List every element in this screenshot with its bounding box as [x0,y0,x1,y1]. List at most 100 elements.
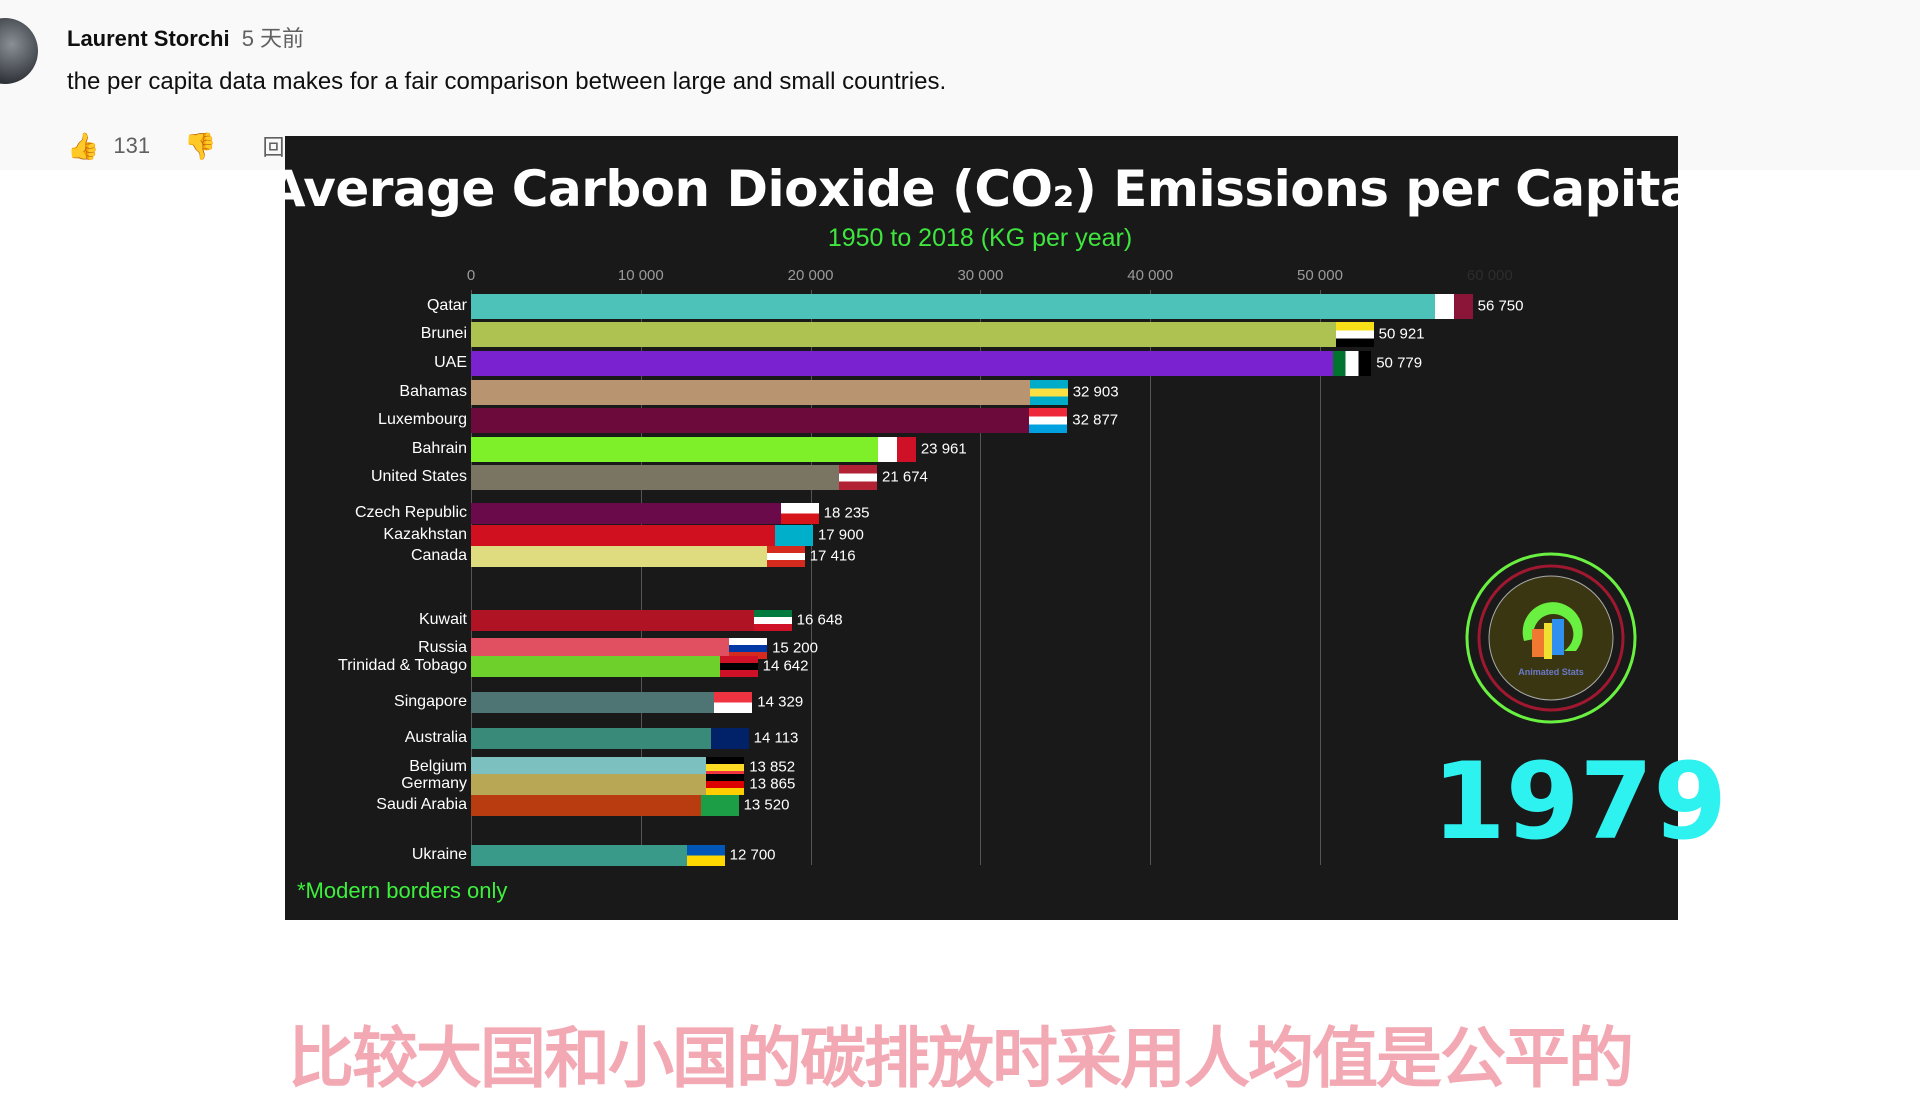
footnote: *Modern borders only [297,878,508,903]
country-label: Canada [410,547,467,564]
x-tick-label: 0 [466,267,476,284]
bar-saudi-arabia [471,794,701,816]
country-label: Ukraine [411,846,467,863]
comment-author[interactable]: Laurent Storchi [67,26,230,51]
value-label: 32 877 [1072,411,1119,429]
value-label: 50 779 [1376,354,1423,372]
country-label: Bahrain [411,440,467,457]
flag-icon [729,637,768,659]
value-label: 13 852 [749,758,796,776]
comment-header: Laurent Storchi 5 天前 [67,21,304,53]
bar-ukraine [471,844,687,866]
year-label: 1979 [1432,740,1728,863]
chart-subtitle: 1950 to 2018 (KG per year) [827,224,1133,252]
thumbs-up-icon[interactable]: 👍 [67,130,100,161]
bar-luxembourg [471,407,1030,433]
gridline [1150,290,1152,865]
value-label: 14 642 [762,657,809,675]
country-label: Australia [404,729,467,746]
bar-brunei [471,321,1336,347]
bar-australia [471,727,711,749]
value-label: 15 200 [772,639,818,657]
country-label: Bahamas [399,383,467,400]
value-label: 21 674 [882,468,928,486]
value-label: 14 113 [753,729,799,747]
value-label: 13 520 [743,796,790,814]
country-label: Russia [418,639,467,656]
flag-icon [780,502,819,524]
flag-icon [774,524,813,546]
flag-icon [877,436,916,462]
value-label: 18 235 [823,504,870,522]
bar-czech-republic [471,502,781,524]
gridline [980,290,982,865]
x-tick-label: 40 000 [1127,267,1174,284]
country-label: United States [370,468,467,485]
country-label: Singapore [394,693,467,710]
value-label: 17 900 [817,526,864,544]
bar-uae [471,350,1334,376]
x-tick-label: 10 000 [617,267,664,284]
bar-trinidad-tobago [471,655,720,677]
thumbs-down-icon[interactable]: 👎 [184,130,217,161]
value-label: 13 865 [749,775,796,793]
x-tick-label: 20 000 [787,267,834,284]
bar-germany [471,773,707,795]
value-label: 56 750 [1477,297,1524,315]
country-label: Saudi Arabia [376,796,467,813]
flag-icon [706,756,745,778]
flag-icon [839,464,878,490]
country-label: Brunei [420,325,467,342]
country-label: Kuwait [418,611,467,628]
country-label: Czech Republic [354,504,467,521]
comment-time[interactable]: 5 天前 [241,26,305,51]
video-caption: 比较大国和小国的碳排放时采用人均值是公平的 [288,1020,1634,1097]
y-axis-line [471,290,472,865]
gridline [810,290,812,865]
value-label: 17 416 [809,547,856,565]
bar-bahamas [471,379,1030,405]
flag-icon [706,773,745,795]
x-tick-label: 60 000 [1466,267,1513,284]
flag-icon [719,655,758,677]
country-label: Kazakhstan [383,526,467,543]
value-label: 12 700 [729,846,776,864]
gridline [1320,290,1321,865]
flag-icon [1029,407,1068,433]
country-label: Germany [401,775,467,792]
bar-singapore [471,691,715,713]
reply-button[interactable]: 回 [262,135,285,160]
comment-actions: 👍 131 👎 回 [67,130,284,162]
bar-russia [471,637,730,659]
country-label: Trinidad & Tobago [338,657,467,674]
flag-icon [714,691,753,713]
flag-icon [753,609,792,631]
country-label: Qatar [426,297,467,314]
flag-icon [700,794,739,816]
bar-bahrain [471,436,878,462]
svg-text:Animated Stats: Animated Stats [1518,667,1584,677]
country-label: Belgium [409,758,467,775]
bar-canada [471,545,767,567]
gridline [640,290,642,865]
x-tick-label: 50 000 [1297,267,1343,284]
flag-icon [1335,321,1374,347]
country-label: UAE [434,354,467,371]
bar-belgium [471,756,707,778]
value-label: 23 961 [920,440,967,458]
flag-icon [686,844,725,866]
like-count: 131 [113,133,151,158]
x-tick-label: 30 000 [957,267,1004,284]
value-label: 32 903 [1072,383,1119,401]
value-label: 16 648 [796,611,843,629]
value-label: 14 329 [757,693,804,711]
comment-text: the per capita data makes for a fair com… [67,68,947,95]
flag-icon [1029,379,1068,405]
chart-title: Average Carbon Dioxide (CO₂) Emissions p… [266,160,1694,218]
bar-qatar [471,293,1435,319]
value-label: 50 921 [1378,325,1425,343]
bar-united-states [471,464,840,490]
flag-icon [1434,293,1473,319]
flag-icon [766,545,805,567]
bar-kazakhstan [471,524,775,546]
